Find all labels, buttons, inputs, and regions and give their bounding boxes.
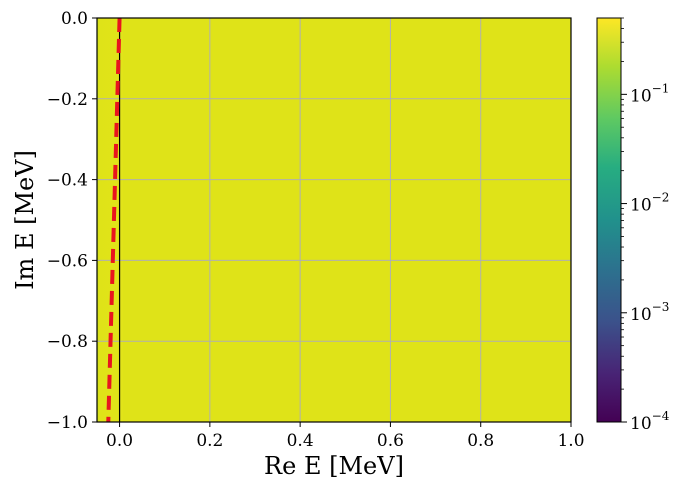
x-tick-label-1: 0.2 — [196, 431, 223, 451]
colorbar-gradient — [597, 18, 621, 422]
x-tick-label-0: 0.0 — [106, 431, 133, 451]
colorbar-frame — [596, 17, 622, 423]
y-tick-label-1: −0.2 — [47, 90, 88, 110]
y-axis-ticks: 0.0 −0.2 −0.4 −0.6 −0.8 −1.0 — [47, 9, 97, 433]
colorbar-tick-label-3: 10−4 — [630, 409, 670, 434]
y-tick-label-4: −0.8 — [47, 332, 88, 352]
y-axis-label: Im E [MeV] — [11, 150, 39, 290]
grid-lines — [97, 17, 572, 423]
plot-frame — [96, 17, 572, 423]
overlay-lines — [106, 18, 122, 422]
colorbar: 10−1 10−2 10−3 10−4 — [596, 17, 670, 434]
colorbar-ticks: 10−1 10−2 10−3 10−4 — [621, 17, 670, 434]
y-tick-label-5: −1.0 — [47, 413, 88, 433]
colorbar-tick-label-2: 10−3 — [630, 300, 669, 325]
x-tick-label-2: 0.4 — [287, 431, 314, 451]
heatmap-field — [97, 18, 571, 422]
y-tick-label-3: −0.6 — [47, 251, 88, 271]
x-tick-label-3: 0.6 — [377, 431, 404, 451]
dashed-red-line — [106, 18, 122, 422]
colorbar-tick-label-1: 10−2 — [630, 191, 669, 216]
heatmap-surface — [97, 18, 571, 422]
x-axis-label: Re E [MeV] — [264, 452, 404, 480]
x-tick-label-4: 0.8 — [467, 431, 494, 451]
colorbar-tick-label-0: 10−1 — [630, 81, 669, 106]
y-tick-label-0: 0.0 — [61, 9, 88, 29]
x-tick-label-5: 1.0 — [557, 431, 584, 451]
y-tick-label-2: −0.4 — [47, 171, 88, 191]
x-axis-ticks: 0.0 0.2 0.4 0.6 0.8 1.0 — [106, 422, 585, 451]
